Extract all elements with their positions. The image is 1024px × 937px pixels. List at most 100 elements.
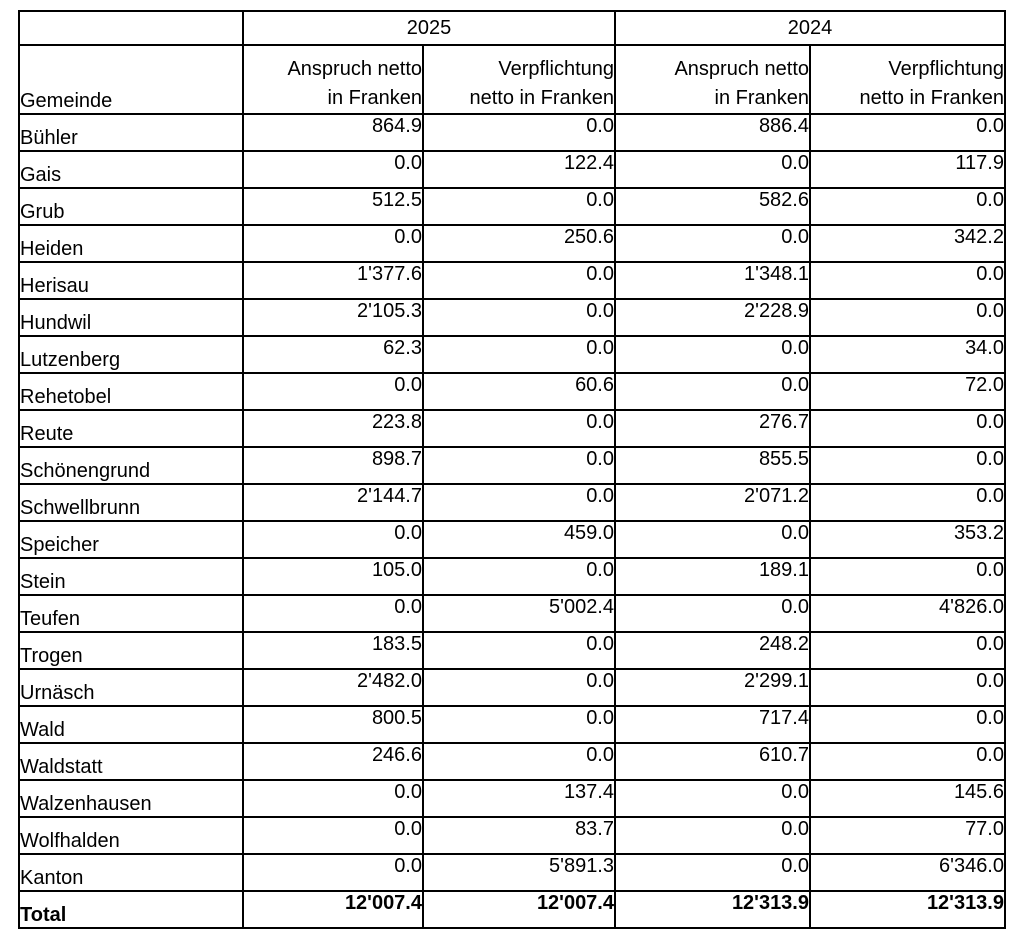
gemeinde-cell: Reute bbox=[18, 409, 244, 448]
value-cell: 122.4 bbox=[422, 150, 616, 189]
value-cell: 0.0 bbox=[242, 853, 424, 892]
anspruch-header-line1: Anspruch netto bbox=[674, 58, 809, 80]
gemeinde-cell: Rehetobel bbox=[18, 372, 244, 411]
value-cell: 248.2 bbox=[614, 631, 811, 670]
table-row: Waldstatt 246.6 0.0 610.7 0.0 bbox=[18, 742, 1006, 781]
value-cell: 0.0 bbox=[809, 557, 1006, 596]
table-row: Reute 223.8 0.0 276.7 0.0 bbox=[18, 409, 1006, 448]
value-cell: 0.0 bbox=[809, 483, 1006, 522]
gemeinde-cell: Grub bbox=[18, 187, 244, 226]
value-cell: 0.0 bbox=[614, 150, 811, 189]
value-cell: 246.6 bbox=[242, 742, 424, 781]
value-cell: 0.0 bbox=[242, 816, 424, 855]
gemeinde-cell: Teufen bbox=[18, 594, 244, 633]
value-cell: 105.0 bbox=[242, 557, 424, 596]
value-cell: 5'002.4 bbox=[422, 594, 616, 633]
value-cell: 0.0 bbox=[422, 187, 616, 226]
value-cell: 12'313.9 bbox=[809, 890, 1006, 929]
table-row: Teufen 0.0 5'002.4 0.0 4'826.0 bbox=[18, 594, 1006, 633]
value-cell: 0.0 bbox=[422, 742, 616, 781]
value-cell: 12'313.9 bbox=[614, 890, 811, 929]
gemeinde-cell: Walzenhausen bbox=[18, 779, 244, 818]
value-cell: 0.0 bbox=[809, 742, 1006, 781]
total-row: Total 12'007.4 12'007.4 12'313.9 12'313.9 bbox=[18, 890, 1006, 929]
value-cell: 0.0 bbox=[614, 779, 811, 818]
table-row: Rehetobel 0.0 60.6 0.0 72.0 bbox=[18, 372, 1006, 411]
value-cell: 250.6 bbox=[422, 224, 616, 263]
gemeinde-cell: Schwellbrunn bbox=[18, 483, 244, 522]
empty-corner-cell bbox=[18, 10, 244, 46]
value-cell: 183.5 bbox=[242, 631, 424, 670]
gemeinde-cell: Waldstatt bbox=[18, 742, 244, 781]
value-cell: 353.2 bbox=[809, 520, 1006, 559]
value-cell: 0.0 bbox=[422, 668, 616, 707]
value-cell: 0.0 bbox=[809, 261, 1006, 300]
value-cell: 4'826.0 bbox=[809, 594, 1006, 633]
value-cell: 0.0 bbox=[242, 520, 424, 559]
value-cell: 0.0 bbox=[422, 446, 616, 485]
anspruch-header-line2: in Franken bbox=[714, 87, 809, 109]
value-cell: 0.0 bbox=[809, 668, 1006, 707]
value-cell: 0.0 bbox=[614, 372, 811, 411]
verpflichtung-2024-column-header: Verpflichtung netto in Franken bbox=[809, 44, 1006, 115]
verpflichtung-header-line2: netto in Franken bbox=[469, 87, 614, 109]
value-cell: 0.0 bbox=[809, 187, 1006, 226]
value-cell: 1'377.6 bbox=[242, 261, 424, 300]
gemeinde-cell: Speicher bbox=[18, 520, 244, 559]
value-cell: 2'144.7 bbox=[242, 483, 424, 522]
value-cell: 0.0 bbox=[242, 779, 424, 818]
value-cell: 60.6 bbox=[422, 372, 616, 411]
table-row: Urnäsch 2'482.0 0.0 2'299.1 0.0 bbox=[18, 668, 1006, 707]
column-header-row: Gemeinde Anspruch netto in Franken Verpf… bbox=[18, 44, 1006, 115]
value-cell: 0.0 bbox=[809, 298, 1006, 337]
value-cell: 12'007.4 bbox=[422, 890, 616, 929]
value-cell: 5'891.3 bbox=[422, 853, 616, 892]
value-cell: 0.0 bbox=[422, 409, 616, 448]
gemeinde-cell: Hundwil bbox=[18, 298, 244, 337]
value-cell: 0.0 bbox=[809, 446, 1006, 485]
value-cell: 610.7 bbox=[614, 742, 811, 781]
value-cell: 855.5 bbox=[614, 446, 811, 485]
gemeinde-cell: Wolfhalden bbox=[18, 816, 244, 855]
value-cell: 117.9 bbox=[809, 150, 1006, 189]
value-cell: 2'228.9 bbox=[614, 298, 811, 337]
table-body: Bühler 864.9 0.0 886.4 0.0 Gais 0.0 122.4 0.0 117… bbox=[18, 113, 1006, 929]
anspruch-2025-column-header: Anspruch netto in Franken bbox=[242, 44, 424, 115]
value-cell: 6'346.0 bbox=[809, 853, 1006, 892]
value-cell: 898.7 bbox=[242, 446, 424, 485]
anspruch-2024-column-header: Anspruch netto in Franken bbox=[614, 44, 811, 115]
table-row: Gais 0.0 122.4 0.0 117.9 bbox=[18, 150, 1006, 189]
value-cell: 0.0 bbox=[614, 224, 811, 263]
value-cell: 0.0 bbox=[242, 150, 424, 189]
gemeinde-cell: Total bbox=[18, 890, 244, 929]
value-cell: 864.9 bbox=[242, 113, 424, 152]
table-row: Hundwil 2'105.3 0.0 2'228.9 0.0 bbox=[18, 298, 1006, 337]
year-header-row: 2025 2024 bbox=[18, 10, 1006, 46]
table-row: Heiden 0.0 250.6 0.0 342.2 bbox=[18, 224, 1006, 263]
value-cell: 0.0 bbox=[809, 409, 1006, 448]
value-cell: 0.0 bbox=[422, 261, 616, 300]
value-cell: 0.0 bbox=[809, 705, 1006, 744]
gemeinde-cell: Heiden bbox=[18, 224, 244, 263]
gemeinde-cell: Trogen bbox=[18, 631, 244, 670]
verpflichtung-2025-column-header: Verpflichtung netto in Franken bbox=[422, 44, 616, 115]
gemeinde-finance-table: 2025 2024 Gemeinde Anspruch netto in Fra… bbox=[18, 10, 1006, 929]
table-row: Trogen 183.5 0.0 248.2 0.0 bbox=[18, 631, 1006, 670]
value-cell: 342.2 bbox=[809, 224, 1006, 263]
anspruch-header-line2: in Franken bbox=[327, 87, 422, 109]
table-row: Lutzenberg 62.3 0.0 0.0 34.0 bbox=[18, 335, 1006, 374]
table-row: Wolfhalden 0.0 83.7 0.0 77.0 bbox=[18, 816, 1006, 855]
table-row: Grub 512.5 0.0 582.6 0.0 bbox=[18, 187, 1006, 226]
value-cell: 2'482.0 bbox=[242, 668, 424, 707]
verpflichtung-header-line1: Verpflichtung bbox=[888, 58, 1004, 80]
value-cell: 0.0 bbox=[422, 113, 616, 152]
value-cell: 223.8 bbox=[242, 409, 424, 448]
table-row: Walzenhausen 0.0 137.4 0.0 145.6 bbox=[18, 779, 1006, 818]
value-cell: 0.0 bbox=[614, 335, 811, 374]
gemeinde-cell: Bühler bbox=[18, 113, 244, 152]
value-cell: 800.5 bbox=[242, 705, 424, 744]
table-row: Kanton 0.0 5'891.3 0.0 6'346.0 bbox=[18, 853, 1006, 892]
value-cell: 0.0 bbox=[422, 483, 616, 522]
value-cell: 2'105.3 bbox=[242, 298, 424, 337]
value-cell: 0.0 bbox=[614, 594, 811, 633]
